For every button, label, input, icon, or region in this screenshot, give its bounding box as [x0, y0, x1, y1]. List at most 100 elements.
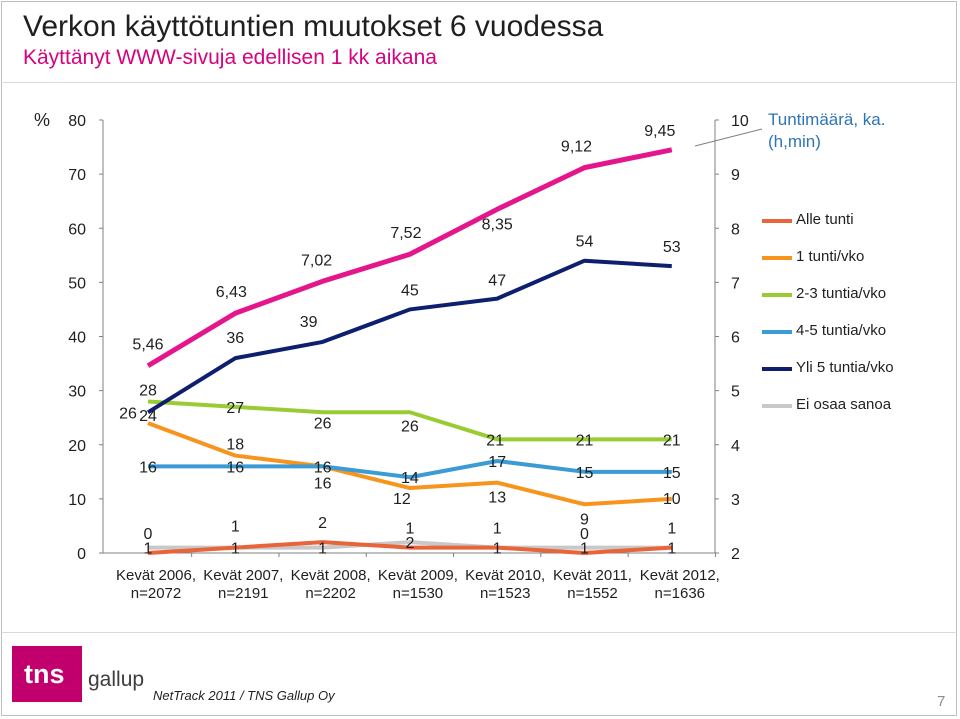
x-tick-label-n: n=1552	[567, 585, 617, 602]
series-data-label: 16	[226, 459, 244, 476]
x-tick-label-n: n=1636	[655, 585, 705, 602]
y2-tick-label: 3	[731, 492, 740, 509]
hours-data-label: 6,43	[216, 284, 247, 301]
legend-swatch	[762, 330, 792, 334]
series-data-label: 16	[314, 459, 332, 476]
series-data-label: 24	[139, 408, 157, 425]
series-data-label: 16	[139, 459, 157, 476]
y2-tick-label: 7	[731, 275, 740, 292]
hours-data-label: 7,02	[301, 252, 332, 269]
series-data-label: 1	[667, 521, 676, 538]
x-tick-label-n: n=2202	[305, 585, 355, 602]
legend-label: Alle tunti	[796, 211, 854, 228]
series-data-label: 2	[405, 535, 414, 552]
legend-label: 4-5 tuntia/vko	[796, 322, 887, 339]
series-line	[147, 540, 672, 555]
series-data-label: 28	[139, 382, 157, 399]
y-tick-label: 10	[68, 492, 86, 509]
series-data-label: 21	[663, 432, 681, 449]
series-data-label: 21	[576, 432, 594, 449]
series-data-label: 14	[401, 470, 419, 487]
x-tick-label-n: n=2072	[131, 585, 181, 602]
series-data-label: 1	[493, 521, 502, 538]
legend-swatch	[762, 256, 792, 260]
legend-swatch	[762, 367, 792, 371]
series-data-label: 1	[318, 541, 327, 558]
legend-label: Ei osaa sanoa	[796, 396, 892, 413]
series-line	[147, 399, 672, 442]
y-tick-label: 50	[68, 275, 86, 292]
hours-data-label: 8,35	[482, 216, 513, 233]
series-data-label: 0	[580, 526, 589, 543]
series-data-label: 10	[663, 491, 681, 508]
series-data-label: 53	[663, 239, 681, 256]
hours-line	[146, 147, 673, 368]
y-tick-label: 30	[68, 384, 86, 401]
legend-label: 1 tunti/vko	[796, 248, 865, 265]
legend-swatch	[762, 219, 792, 223]
source-footnote: NetTrack 2011 / TNS Gallup Oy	[153, 688, 335, 703]
x-tick-label: Kevät 2011,	[553, 567, 632, 584]
x-tick-label-n: n=2191	[218, 585, 268, 602]
page-title: Verkon käyttötuntien muutokset 6 vuodess…	[23, 10, 604, 43]
series-line	[147, 421, 672, 507]
series-data-label: 47	[488, 273, 506, 290]
y-tick-label: 20	[68, 438, 86, 455]
page-subtitle: Käyttänyt WWW-sivuja edellisen 1 kk aika…	[23, 46, 437, 69]
series-data-label: 1	[231, 519, 240, 536]
x-tick-label: Kevät 2012,	[640, 567, 720, 584]
y-tick-label: 60	[68, 221, 86, 238]
y2-tick-label: 9	[731, 167, 740, 184]
series-line	[146, 258, 672, 414]
series-data-label: 0	[144, 526, 153, 543]
x-tick-label: Kevät 2007,	[203, 567, 283, 584]
legend-swatch	[762, 293, 792, 297]
series-data-label: 39	[300, 314, 318, 331]
x-tick-label: Kevät 2008,	[291, 567, 371, 584]
hours-data-label: 9,45	[644, 123, 675, 140]
title-divider	[1, 82, 957, 83]
series-line	[148, 458, 672, 480]
x-tick-label-n: n=1530	[393, 585, 443, 602]
tns-logo-mark: tns	[12, 646, 82, 702]
series-data-label: 15	[663, 465, 681, 482]
series-data-label: 16	[314, 475, 332, 492]
series-data-label: 1	[493, 541, 502, 558]
gallup-wordmark: gallup	[88, 668, 145, 691]
series-data-label: 36	[226, 330, 244, 347]
hours-data-label: 5,46	[132, 337, 163, 354]
y-tick-label: 70	[68, 167, 86, 184]
y-tick-label: 40	[68, 330, 86, 347]
series-data-label: 1	[144, 541, 153, 558]
series-data-label: 17	[488, 454, 506, 471]
series-data-label: 9	[580, 511, 589, 528]
y-tick-label: 80	[68, 113, 86, 130]
legend-swatch	[762, 404, 792, 408]
hours-data-label: 9,12	[561, 139, 592, 156]
series-data-label: 27	[226, 400, 244, 417]
y-axis-unit: %	[34, 110, 50, 130]
legend-label: 2-3 tuntia/vko	[796, 285, 887, 302]
x-tick-label: Kevät 2010,	[465, 567, 545, 584]
x-tick-label: Kevät 2006,	[116, 567, 196, 584]
y2-axis-pointer	[694, 128, 763, 147]
page-number: 7	[937, 693, 946, 710]
series-data-label: 21	[486, 432, 504, 449]
y2-tick-label: 6	[731, 330, 740, 347]
y2-axis-title: Tuntimäärä, ka.	[768, 110, 885, 129]
y2-tick-label: 2	[731, 546, 740, 563]
series-data-label: 2	[318, 515, 327, 532]
hours-data-label: 7,52	[390, 225, 421, 242]
series-data-label: 26	[119, 405, 137, 422]
series-data-label: 1	[405, 521, 414, 538]
series-data-label: 1	[667, 541, 676, 558]
legend-label: Yli 5 tuntia/vko	[796, 359, 894, 376]
y2-axis-title-line2: (h,min)	[768, 132, 821, 151]
y2-tick-label: 5	[731, 384, 740, 401]
series-data-label: 18	[226, 437, 244, 454]
series-data-label: 54	[576, 234, 594, 251]
series-data-label: 26	[314, 415, 332, 432]
y2-tick-label: 4	[731, 438, 740, 455]
